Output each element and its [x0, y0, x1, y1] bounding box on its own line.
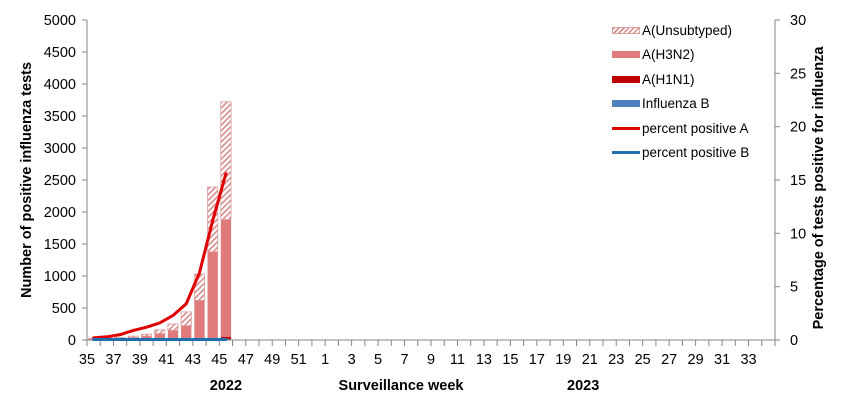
svg-text:39: 39 — [132, 352, 148, 368]
svg-text:5000: 5000 — [44, 13, 76, 29]
svg-text:33: 33 — [740, 352, 756, 368]
svg-text:Number of positive influenza t: Number of positive influenza tests — [19, 62, 35, 298]
svg-text:0: 0 — [790, 333, 798, 349]
bar-swatch-icon — [612, 75, 640, 83]
svg-text:3500: 3500 — [44, 109, 76, 125]
svg-text:29: 29 — [688, 352, 704, 368]
svg-text:3: 3 — [348, 352, 356, 368]
legend-label: A(H3N2) — [642, 47, 695, 63]
svg-text:2000: 2000 — [44, 205, 76, 221]
line-swatch-icon — [612, 126, 640, 130]
legend-label: percent positive A — [642, 120, 749, 136]
svg-text:11: 11 — [450, 352, 465, 368]
svg-text:Percentage of tests positive f: Percentage of tests positive for influen… — [811, 46, 827, 330]
svg-text:2022: 2022 — [210, 378, 242, 394]
legend-item-percent-a: percent positive A — [612, 116, 749, 141]
svg-text:4000: 4000 — [44, 77, 76, 93]
svg-text:27: 27 — [661, 352, 677, 368]
svg-text:5: 5 — [790, 280, 798, 296]
line-swatch-icon — [612, 151, 640, 155]
axis-labels: 0 500 1000 1500 2000 2500 3000 3500 4000 4500 5000… — [19, 13, 827, 394]
svg-text:35: 35 — [79, 352, 95, 368]
hatch-swatch-icon — [612, 26, 640, 34]
svg-text:45: 45 — [211, 352, 227, 368]
svg-text:21: 21 — [582, 352, 598, 368]
legend-item-percent-b: percent positive B — [612, 141, 749, 166]
svg-text:17: 17 — [529, 352, 545, 368]
bar-swatch-icon — [612, 51, 640, 59]
svg-text:2023: 2023 — [567, 378, 599, 394]
svg-text:Surveillance week: Surveillance week — [339, 378, 465, 394]
svg-text:15: 15 — [502, 352, 518, 368]
svg-text:49: 49 — [264, 352, 280, 368]
legend-label: Influenza B — [642, 96, 710, 112]
svg-text:19: 19 — [555, 352, 571, 368]
legend-label: A(Unsubtyped) — [642, 22, 733, 38]
svg-text:47: 47 — [238, 352, 254, 368]
svg-text:5: 5 — [374, 352, 382, 368]
svg-text:7: 7 — [400, 352, 408, 368]
lines — [92, 172, 228, 341]
svg-text:51: 51 — [291, 352, 307, 368]
svg-text:20: 20 — [790, 120, 806, 136]
svg-text:25: 25 — [635, 352, 651, 368]
svg-text:30: 30 — [790, 13, 806, 29]
svg-text:500: 500 — [52, 301, 76, 317]
svg-text:25: 25 — [790, 66, 806, 82]
legend-item-influenza-b: Influenza B — [612, 92, 749, 117]
svg-text:41: 41 — [158, 352, 174, 368]
bar-swatch-icon — [612, 100, 640, 108]
legend-label: A(H1N1) — [642, 71, 695, 87]
legend-item-h3n2: A(H3N2) — [612, 43, 749, 68]
svg-text:1000: 1000 — [44, 269, 76, 285]
svg-text:0: 0 — [68, 333, 76, 349]
legend-item-unsubtyped: A(Unsubtyped) — [612, 18, 749, 43]
svg-text:3000: 3000 — [44, 141, 76, 157]
svg-text:31: 31 — [714, 352, 730, 368]
svg-text:1: 1 — [321, 352, 329, 368]
svg-text:23: 23 — [608, 352, 624, 368]
legend-item-h1n1: A(H1N1) — [612, 67, 749, 92]
svg-text:9: 9 — [427, 352, 435, 368]
svg-text:2500: 2500 — [44, 173, 76, 189]
svg-text:4500: 4500 — [44, 45, 76, 61]
svg-text:1500: 1500 — [44, 237, 76, 253]
svg-text:43: 43 — [185, 352, 201, 368]
bars — [88, 101, 232, 340]
svg-text:37: 37 — [105, 352, 121, 368]
svg-text:13: 13 — [476, 352, 492, 368]
legend: A(Unsubtyped) A(H3N2) A(H1N1) Influenza … — [612, 18, 749, 165]
svg-text:15: 15 — [790, 173, 806, 189]
svg-text:10: 10 — [790, 226, 806, 242]
legend-label: percent positive B — [642, 145, 750, 161]
